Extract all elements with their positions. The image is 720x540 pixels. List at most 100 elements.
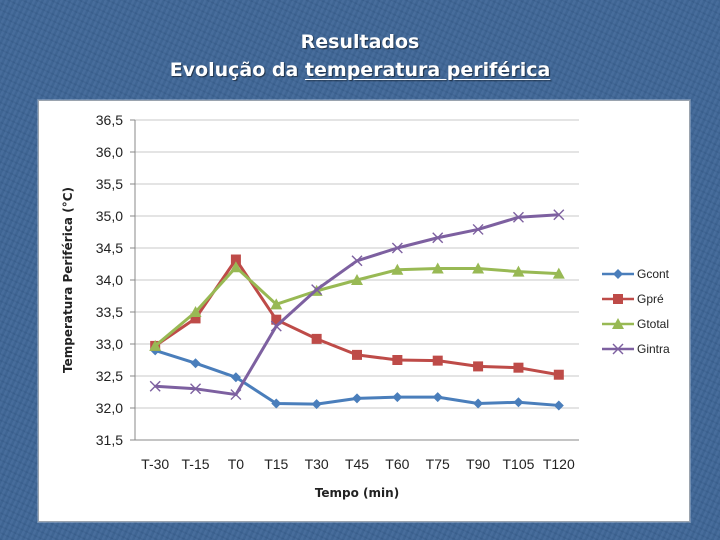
y-tick-labels: 31,5 32,0 32,5 33,0 33,5 34,0 34,5 35,0 35,5 36,0… — [96, 112, 123, 448]
data-point — [271, 314, 282, 325]
x-marker-stroke — [149, 380, 161, 392]
x-axis-title: Tempo (min) — [315, 486, 399, 500]
x-tick-label: T0 — [228, 456, 245, 472]
data-point — [391, 263, 404, 275]
data-point — [311, 399, 322, 410]
data-point — [472, 223, 484, 235]
x-marker-stroke — [512, 211, 524, 223]
data-point — [473, 398, 484, 409]
data-point — [311, 284, 323, 296]
y-tick-label: 33,5 — [96, 304, 123, 320]
x-marker-stroke — [270, 320, 282, 332]
data-point — [270, 298, 283, 310]
legend: Gcont Gpré Gtotal Gintra — [602, 267, 670, 356]
y-tick-label: 31,5 — [96, 432, 123, 448]
legend-marker — [612, 318, 624, 329]
y-tick-label: 35,5 — [96, 176, 123, 192]
data-point — [512, 211, 524, 223]
series-Gintra — [149, 209, 565, 401]
data-point — [431, 262, 444, 274]
data-point — [190, 383, 202, 395]
data-point — [512, 265, 525, 277]
x-marker-stroke — [190, 383, 202, 395]
series — [149, 209, 565, 411]
y-tick-label: 32,0 — [96, 400, 123, 416]
data-point — [473, 361, 484, 372]
slide-title-underlined: temperatura periférica — [304, 59, 551, 81]
data-point — [552, 267, 565, 279]
x-tick-label: T30 — [305, 456, 329, 472]
x-tick-label: T-30 — [141, 456, 169, 472]
line-chart: 31,5 32,0 32,5 33,0 33,5 34,0 34,5 35,0 35,5 36,0… — [61, 112, 670, 500]
y-tick-label: 34,0 — [96, 272, 123, 288]
x-marker-stroke — [311, 284, 323, 296]
y-tick-label: 32,5 — [96, 368, 123, 384]
x-tick-label: T15 — [264, 456, 288, 472]
data-point — [553, 400, 564, 411]
data-point — [351, 274, 363, 285]
data-point — [392, 355, 403, 365]
data-point — [513, 362, 524, 373]
x-tick-label: T90 — [466, 456, 490, 472]
data-point — [270, 320, 282, 332]
legend-item: Gtotal — [602, 317, 669, 331]
x-marker-stroke — [612, 343, 624, 355]
slide-title-line2: Evolução da temperatura periférica — [0, 56, 720, 84]
data-point — [189, 306, 202, 317]
x-tick-label: T45 — [345, 456, 369, 472]
data-point — [230, 389, 242, 401]
data-point — [351, 255, 363, 267]
data-point — [149, 380, 161, 392]
y-tick-label: 36,0 — [96, 144, 123, 160]
legend-label: Gcont — [637, 267, 670, 281]
x-marker-stroke — [230, 389, 242, 401]
y-tick-label: 35,0 — [96, 208, 123, 224]
data-point — [553, 369, 564, 380]
legend-marker — [613, 269, 623, 279]
x-marker-stroke — [432, 232, 444, 244]
data-point — [352, 349, 362, 360]
y-tick-label: 33,0 — [96, 336, 123, 352]
chart-frame: 31,5 32,0 32,5 33,0 33,5 34,0 34,5 35,0 35,5 36,0… — [38, 100, 690, 522]
x-marker-stroke — [351, 255, 363, 267]
legend-label: Gtotal — [637, 317, 669, 331]
data-point — [553, 209, 565, 221]
x-tick-labels: T-30 T-15 T0 T15 T30 T45 T60 T75 T90 T105 T120 — [141, 456, 575, 472]
data-point — [271, 398, 282, 409]
slide-title-line1: Resultados — [300, 31, 420, 53]
data-point — [432, 232, 444, 244]
data-point — [190, 313, 201, 324]
data-point — [230, 254, 241, 265]
x-tick-label: T-15 — [182, 456, 210, 472]
x-tick-label: T120 — [543, 456, 575, 472]
axes — [130, 119, 579, 441]
series-Gpré — [150, 254, 564, 380]
slide-title-prefix: Evolução da — [169, 59, 305, 81]
data-point — [513, 397, 524, 408]
data-point — [432, 355, 443, 366]
x-tick-label: T60 — [385, 456, 409, 472]
data-point — [391, 242, 403, 254]
x-marker-stroke — [553, 209, 565, 221]
data-point — [229, 261, 242, 273]
x-tick-label: T105 — [502, 456, 534, 472]
series-Gtotal — [149, 261, 565, 351]
y-tick-label: 36,5 — [96, 112, 123, 128]
y-tick-label: 34,5 — [96, 240, 123, 256]
x-marker-stroke — [472, 223, 484, 235]
data-point — [432, 392, 443, 403]
legend-label: Gpré — [637, 292, 664, 306]
data-point — [190, 358, 201, 369]
data-point — [352, 393, 362, 404]
legend-marker — [612, 343, 624, 355]
data-point — [392, 392, 403, 403]
legend-item: Gpré — [602, 292, 664, 306]
data-point — [472, 262, 485, 274]
legend-marker — [613, 294, 623, 304]
slide-title: Resultados Evolução da temperatura perif… — [0, 28, 720, 84]
legend-item: Gintra — [602, 342, 670, 356]
legend-item: Gcont — [602, 267, 670, 281]
legend-label: Gintra — [637, 342, 670, 356]
x-tick-label: T75 — [426, 456, 450, 472]
x-marker-stroke — [391, 242, 403, 254]
